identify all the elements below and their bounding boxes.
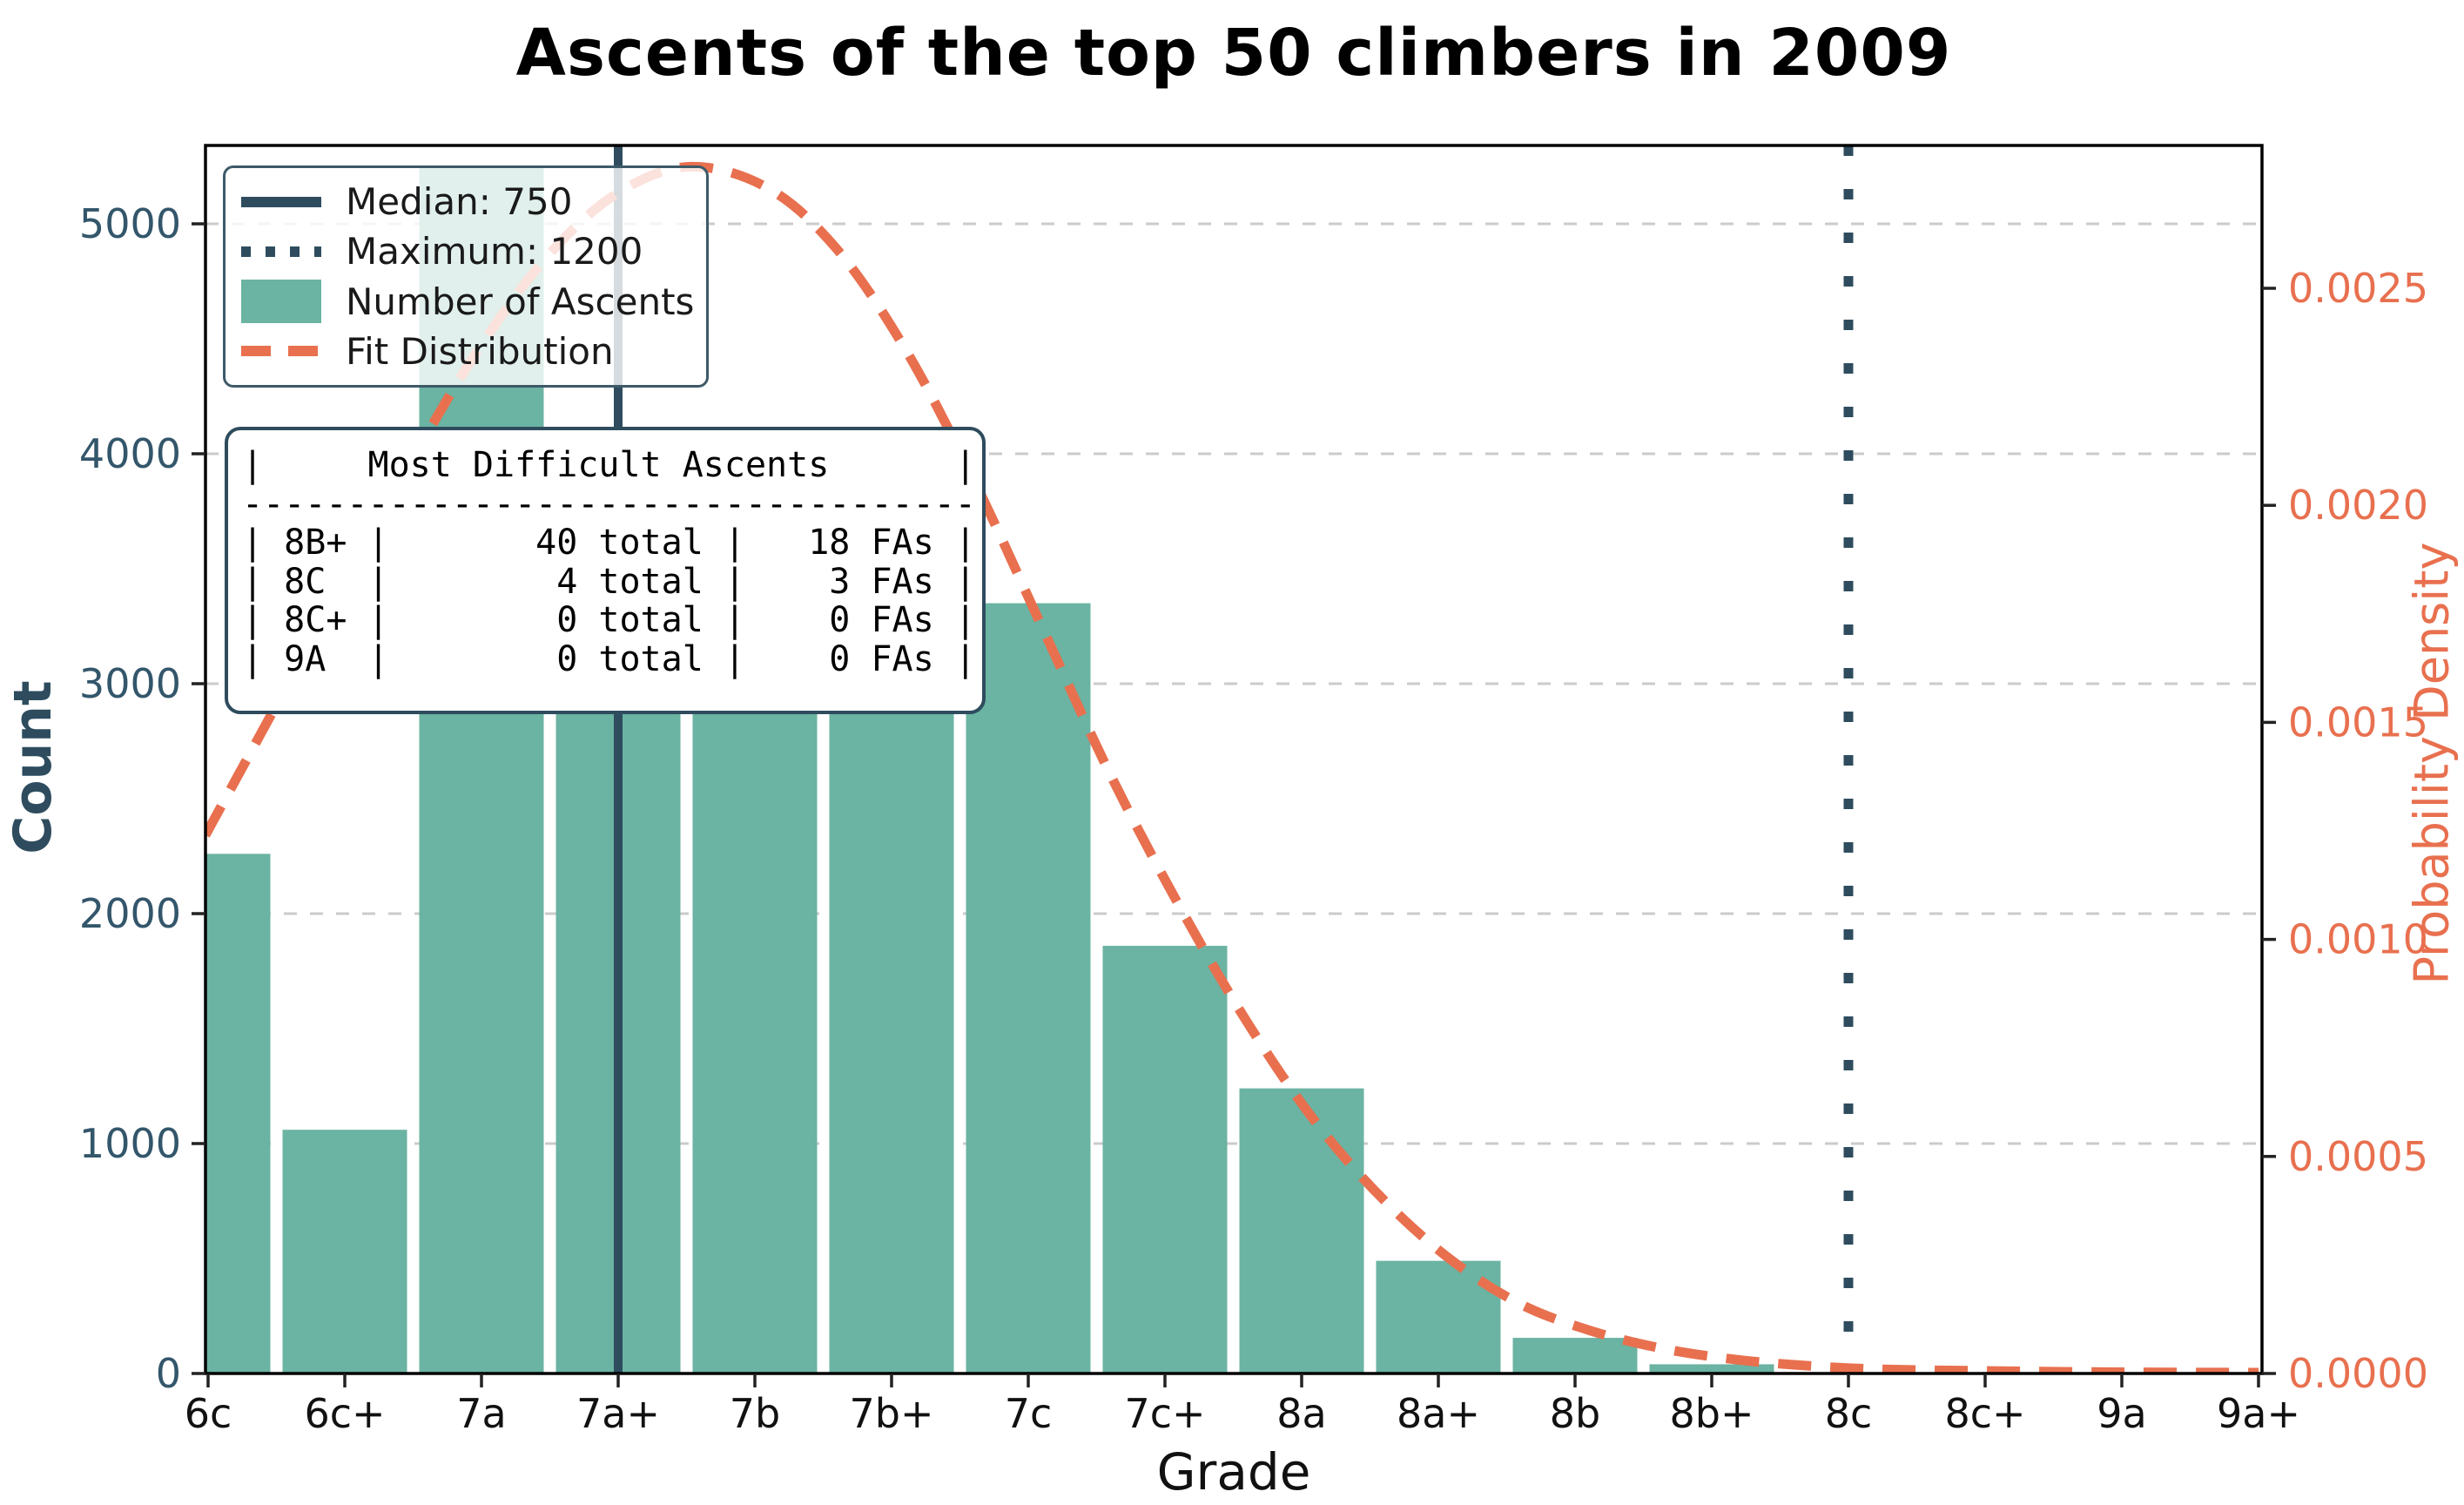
svg-text:0.0000: 0.0000: [2288, 1350, 2428, 1397]
svg-text:8b: 8b: [1550, 1390, 1600, 1437]
legend-item-maximum: Maximum: 1200: [239, 227, 690, 276]
svg-text:7a+: 7a+: [576, 1390, 660, 1437]
svg-text:0.0015: 0.0015: [2288, 699, 2428, 746]
legend: Median: 750 Maximum: 1200 Number of Asce…: [223, 165, 709, 388]
svg-text:8b+: 8b+: [1669, 1390, 1754, 1437]
svg-text:0.0005: 0.0005: [2288, 1133, 2428, 1180]
y-axis-label-probability-density: Probability Density: [2404, 542, 2460, 985]
svg-text:9a: 9a: [2097, 1390, 2146, 1437]
median-line-swatch-icon: [239, 178, 323, 226]
chart-title: Ascents of the top 50 climbers in 2009: [515, 16, 1952, 91]
legend-label: Number of Ascents: [346, 280, 695, 323]
svg-text:7c+: 7c+: [1124, 1390, 1205, 1437]
svg-text:6c: 6c: [185, 1390, 232, 1437]
fit-dashed-line-swatch-icon: [239, 327, 323, 375]
svg-text:0.0020: 0.0020: [2288, 482, 2428, 529]
svg-text:8a+: 8a+: [1397, 1390, 1480, 1437]
svg-text:8a: 8a: [1276, 1390, 1326, 1437]
legend-label: Fit Distribution: [346, 329, 614, 373]
svg-text:1000: 1000: [79, 1120, 181, 1167]
svg-text:7c: 7c: [1005, 1390, 1053, 1437]
svg-text:3000: 3000: [79, 660, 181, 707]
y-axis-label-count: Count: [3, 680, 64, 854]
legend-label: Median: 750: [346, 180, 573, 224]
svg-text:7b: 7b: [730, 1390, 780, 1437]
legend-label: Maximum: 1200: [346, 230, 643, 273]
svg-text:8c+: 8c+: [1944, 1390, 2025, 1437]
svg-text:0.0025: 0.0025: [2288, 265, 2428, 312]
svg-text:6c+: 6c+: [304, 1390, 385, 1437]
svg-text:0.0010: 0.0010: [2288, 916, 2428, 963]
svg-text:7b+: 7b+: [849, 1390, 933, 1437]
legend-item-median: Median: 750: [239, 178, 690, 226]
svg-text:5000: 5000: [79, 200, 181, 247]
svg-text:0: 0: [156, 1350, 181, 1397]
svg-text:2000: 2000: [79, 890, 181, 937]
svg-text:8c: 8c: [1825, 1390, 1873, 1437]
legend-item-fit: Fit Distribution: [239, 327, 690, 375]
svg-text:7a: 7a: [456, 1390, 506, 1437]
svg-text:4000: 4000: [79, 430, 181, 477]
most-difficult-ascents-text: | Most Difficult Ascents | -------------…: [242, 445, 976, 679]
svg-text:9a+: 9a+: [2217, 1390, 2300, 1437]
x-axis-label: Grade: [1156, 1442, 1311, 1502]
ascents-bar-swatch-icon: [239, 277, 323, 326]
maximum-dotted-line-swatch-icon: [239, 227, 323, 276]
legend-item-ascents: Number of Ascents: [239, 277, 694, 326]
most-difficult-ascents-box: | Most Difficult Ascents | -------------…: [225, 427, 986, 714]
